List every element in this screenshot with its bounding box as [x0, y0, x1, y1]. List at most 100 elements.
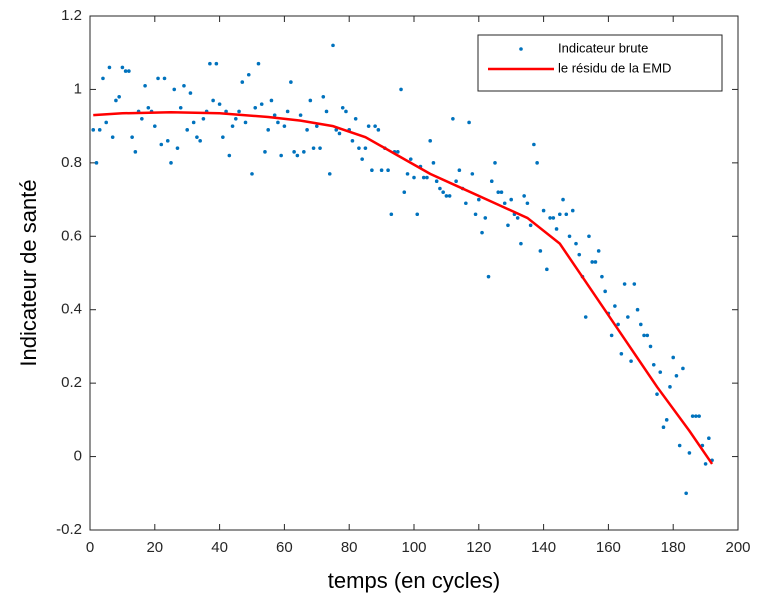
data-point	[525, 201, 530, 206]
data-point	[321, 94, 326, 99]
data-point	[253, 105, 258, 110]
data-point	[664, 418, 669, 422]
data-point	[370, 168, 374, 172]
data-point	[509, 197, 513, 202]
data-point	[522, 194, 526, 198]
data-point	[123, 69, 128, 73]
data-point	[276, 120, 280, 125]
data-point	[366, 124, 371, 128]
data-point	[447, 194, 452, 198]
data-point	[169, 161, 173, 165]
data-point	[240, 80, 245, 84]
data-point	[302, 150, 306, 154]
data-point	[292, 150, 296, 154]
data-point	[256, 61, 261, 66]
data-point	[94, 161, 99, 165]
data-point	[635, 307, 640, 312]
x-tick-label: 80	[341, 539, 358, 556]
x-tick-label: 20	[146, 539, 163, 556]
data-point	[658, 370, 663, 374]
data-point	[671, 355, 675, 360]
data-point	[677, 443, 682, 448]
data-point	[632, 282, 637, 286]
data-point	[363, 146, 368, 150]
data-point	[655, 392, 659, 396]
data-point	[506, 223, 510, 228]
data-point	[587, 234, 591, 239]
data-point	[707, 436, 711, 441]
data-point	[140, 117, 144, 121]
data-point	[334, 128, 339, 132]
y-tick-label: 0.6	[61, 227, 82, 244]
data-point	[428, 139, 433, 143]
data-point	[444, 194, 449, 198]
data-point	[340, 105, 345, 110]
data-point	[651, 362, 656, 367]
residual-line	[93, 110, 714, 465]
data-point	[373, 124, 377, 128]
data-point	[515, 216, 520, 220]
legend-box	[477, 34, 723, 92]
data-point	[648, 344, 653, 349]
y-tick-label: 0.8	[61, 154, 82, 171]
data-point	[451, 117, 455, 121]
data-point	[165, 139, 170, 143]
data-point	[91, 128, 96, 132]
data-point	[234, 117, 238, 121]
data-point	[117, 94, 121, 99]
data-point	[282, 124, 287, 128]
data-point	[545, 267, 549, 272]
x-tick-label: 140	[531, 539, 556, 556]
data-point	[528, 223, 533, 228]
data-point	[457, 168, 462, 172]
data-point	[496, 190, 501, 195]
data-point	[146, 105, 151, 110]
data-point	[337, 131, 342, 136]
data-point	[577, 252, 582, 257]
data-point	[590, 260, 594, 264]
data-point	[477, 197, 481, 202]
data-point	[211, 98, 215, 103]
x-tick-label: 200	[725, 539, 750, 556]
data-point	[551, 216, 556, 220]
data-point	[499, 190, 504, 195]
data-point	[305, 128, 309, 132]
y-tick-label: 0	[74, 448, 82, 465]
data-point	[681, 366, 685, 371]
data-point	[454, 179, 458, 184]
x-tick-label: 120	[466, 539, 491, 556]
data-point	[574, 241, 578, 246]
data-point	[178, 105, 183, 110]
data-point	[408, 157, 413, 161]
data-point	[441, 190, 445, 195]
data-point	[603, 289, 607, 294]
data-point	[467, 120, 471, 125]
data-point	[389, 212, 394, 217]
data-point	[331, 43, 335, 48]
data-point	[609, 333, 614, 338]
data-point	[629, 359, 633, 363]
data-point	[376, 128, 381, 132]
data-point	[470, 172, 475, 176]
data-point	[613, 304, 617, 308]
data-point	[593, 260, 598, 264]
data-point	[561, 197, 565, 202]
data-point	[421, 175, 426, 180]
data-point	[237, 109, 241, 114]
data-point	[311, 146, 316, 150]
data-point	[486, 274, 491, 279]
data-point	[519, 241, 523, 246]
data-point	[431, 161, 436, 165]
data-point	[269, 98, 274, 103]
data-point	[622, 282, 627, 286]
data-point	[600, 274, 604, 279]
data-point	[642, 333, 646, 338]
data-point	[224, 109, 228, 114]
data-point	[285, 109, 290, 114]
data-point	[191, 120, 196, 125]
data-point	[208, 61, 212, 66]
data-point	[357, 146, 361, 150]
data-point	[172, 87, 177, 92]
data-point	[434, 179, 439, 184]
